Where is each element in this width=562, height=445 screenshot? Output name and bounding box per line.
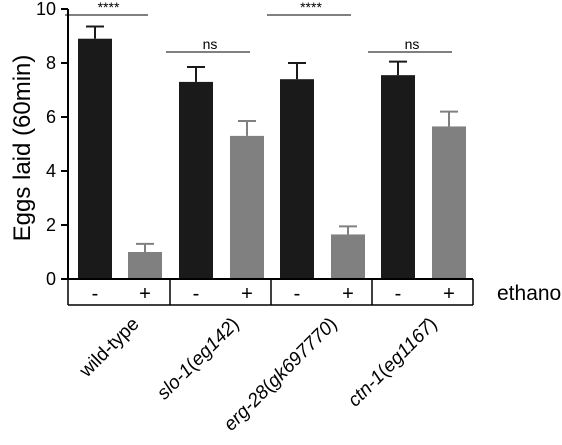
ethanol-table: - + - + - + - +: [67, 278, 474, 306]
bar: [280, 79, 314, 279]
y-tick-label: 6: [46, 107, 56, 127]
bar: [78, 38, 112, 280]
significance-label: ****: [300, 0, 322, 15]
y-tick-label: 4: [46, 161, 56, 181]
ethanol-sign: -: [294, 283, 301, 305]
ethanol-sign: +: [139, 283, 151, 305]
bar: [331, 234, 365, 279]
significance-label: ****: [98, 0, 120, 15]
group-label: wild-type: [75, 314, 144, 383]
bar: [128, 252, 162, 279]
ethanol-sign: +: [241, 283, 253, 305]
ethanol-sign: -: [193, 283, 200, 305]
significance-annotations: **** ns **** ns: [65, 0, 452, 53]
y-axis: 0 2 4 6 8 10: [36, 0, 69, 289]
bar: [230, 135, 264, 279]
bar: [432, 126, 466, 279]
y-tick-label: 0: [46, 269, 56, 289]
y-tick-label: 2: [46, 215, 56, 235]
y-tick-label: 10: [36, 0, 56, 19]
allele-name: gk697770: [263, 318, 337, 392]
ethanol-sign: -: [92, 283, 99, 305]
ethanol-label: ethanol: [497, 282, 562, 305]
bar: [179, 81, 213, 280]
y-tick-label: 8: [46, 53, 56, 73]
bars: [78, 25, 466, 280]
significance-label: ns: [405, 36, 420, 52]
ethanol-sign: +: [443, 283, 455, 305]
group-label: ctn-1(eg1167): [344, 314, 442, 412]
ethanol-sign: +: [342, 283, 354, 305]
significance-label: ns: [203, 36, 218, 52]
y-axis-label: Eggs laid (60min): [9, 55, 36, 242]
group-labels: wild-typeslo-1(eg142)erg-28(gk697770)ctn…: [75, 314, 442, 436]
group-label: slo-1(eg142): [153, 314, 243, 404]
bar: [381, 75, 415, 280]
ethanol-sign: -: [395, 283, 402, 305]
